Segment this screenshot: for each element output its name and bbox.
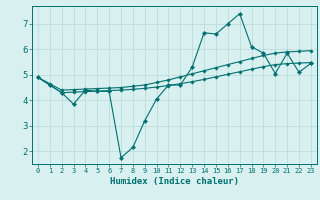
- X-axis label: Humidex (Indice chaleur): Humidex (Indice chaleur): [110, 177, 239, 186]
